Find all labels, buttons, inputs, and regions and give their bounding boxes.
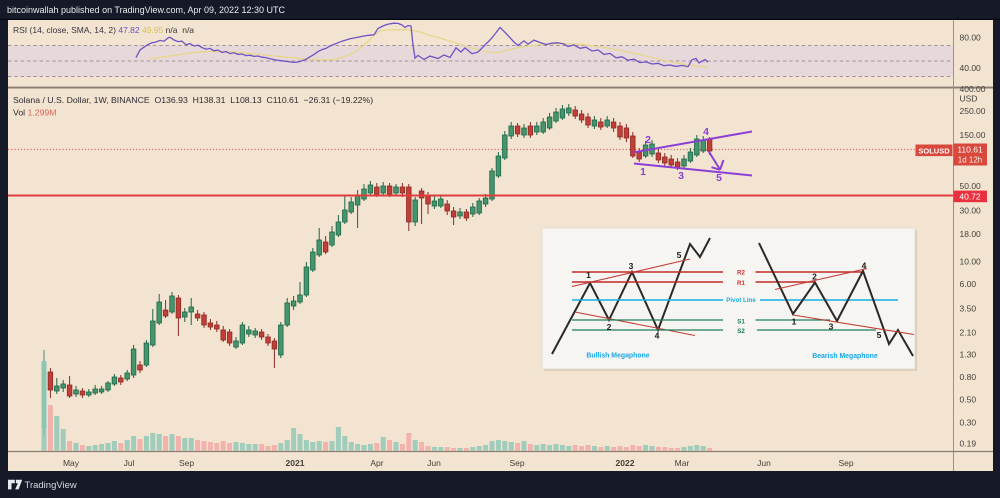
svg-text:1: 1 — [792, 317, 797, 327]
svg-text:SOLUSD: SOLUSD — [918, 147, 950, 156]
svg-text:40.72: 40.72 — [959, 192, 981, 202]
svg-text:0.19: 0.19 — [960, 439, 977, 449]
svg-text:4: 4 — [703, 126, 709, 138]
svg-text:10.00: 10.00 — [960, 257, 982, 267]
svg-text:R2: R2 — [737, 270, 745, 277]
svg-text:Mar: Mar — [675, 458, 690, 468]
svg-text:Jun: Jun — [427, 458, 441, 468]
svg-text:Bullish Megaphone: Bullish Megaphone — [586, 353, 649, 360]
svg-text:6.00: 6.00 — [960, 279, 977, 289]
svg-text:2: 2 — [607, 322, 612, 332]
svg-text:Vol 1.299M: Vol 1.299M — [13, 108, 56, 118]
svg-text:Jul: Jul — [124, 458, 135, 468]
svg-text:2022: 2022 — [616, 458, 635, 468]
svg-text:2021: 2021 — [286, 458, 305, 468]
svg-text:1: 1 — [586, 270, 591, 280]
svg-text:R1: R1 — [737, 280, 745, 287]
svg-text:1.30: 1.30 — [960, 350, 977, 360]
svg-text:4: 4 — [655, 331, 660, 341]
svg-text:2: 2 — [812, 272, 817, 282]
svg-text:3: 3 — [829, 322, 834, 332]
svg-text:Sep: Sep — [509, 458, 524, 468]
svg-text:0.80: 0.80 — [960, 372, 977, 382]
svg-text:5: 5 — [877, 330, 882, 340]
svg-text:RSI (14, close, SMA, 14, 2) 47: RSI (14, close, SMA, 14, 2) 47.82 49.95 … — [13, 25, 194, 35]
svg-text:110.61: 110.61 — [957, 145, 983, 155]
svg-text:2: 2 — [645, 134, 651, 146]
svg-text:3: 3 — [629, 261, 634, 271]
svg-text:May: May — [63, 458, 80, 468]
svg-text:Apr: Apr — [370, 458, 383, 468]
svg-text:40.00: 40.00 — [960, 63, 982, 73]
svg-text:3.50: 3.50 — [960, 304, 977, 314]
svg-text:Sep: Sep — [838, 458, 853, 468]
svg-text:Sep: Sep — [179, 458, 194, 468]
svg-text:S1: S1 — [737, 319, 745, 326]
svg-text:50.00: 50.00 — [960, 181, 982, 191]
svg-text:bitcoinwallah published on Tra: bitcoinwallah published on TradingView.c… — [7, 5, 286, 15]
svg-text:250.00: 250.00 — [960, 106, 986, 116]
svg-text:3: 3 — [678, 170, 684, 182]
svg-text:Bearish Megaphone: Bearish Megaphone — [812, 353, 878, 360]
svg-text:1d 12h: 1d 12h — [958, 156, 982, 165]
svg-text:Solana / U.S. Dollar, 1W, BINA: Solana / U.S. Dollar, 1W, BINANCE O136.9… — [13, 95, 373, 105]
svg-text:S2: S2 — [737, 328, 745, 335]
svg-text:5: 5 — [677, 250, 682, 260]
svg-text:80.00: 80.00 — [960, 33, 982, 43]
svg-text:0.30: 0.30 — [960, 418, 977, 428]
svg-text:Pivot Line: Pivot Line — [726, 297, 756, 304]
svg-text:2.10: 2.10 — [960, 328, 977, 338]
svg-text:1: 1 — [640, 166, 646, 178]
svg-text:4: 4 — [862, 261, 867, 271]
svg-text:400.00: 400.00 — [960, 84, 986, 94]
svg-text:USD: USD — [960, 94, 978, 104]
svg-text:30.00: 30.00 — [960, 206, 982, 216]
svg-text:18.00: 18.00 — [960, 229, 982, 239]
svg-text:0.50: 0.50 — [960, 395, 977, 405]
svg-text:TradingView: TradingView — [25, 480, 77, 491]
svg-text:150.00: 150.00 — [960, 130, 986, 140]
svg-text:5: 5 — [716, 172, 722, 184]
svg-text:Jun: Jun — [757, 458, 771, 468]
